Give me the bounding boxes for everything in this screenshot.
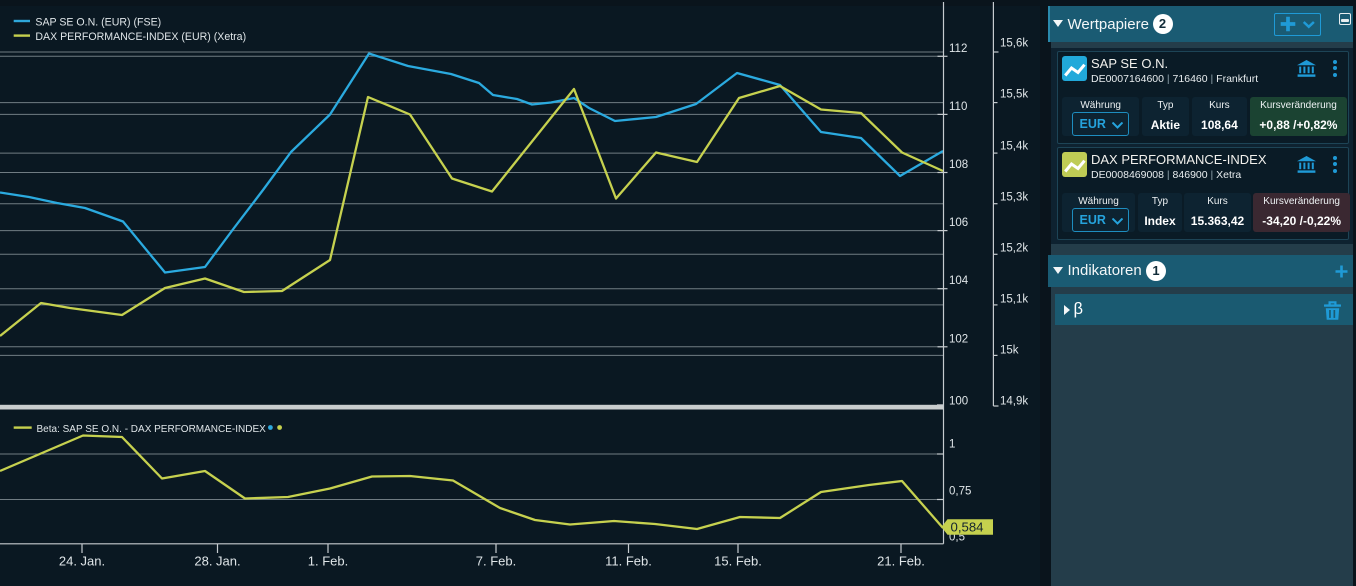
- svg-text:104: 104: [949, 275, 969, 287]
- svg-text:100: 100: [949, 395, 968, 407]
- svg-text:15. Feb.: 15. Feb.: [714, 554, 762, 569]
- svg-text:DAX PERFORMANCE-INDEX (EUR) (X: DAX PERFORMANCE-INDEX (EUR) (Xetra): [35, 31, 246, 43]
- svg-text:15,6k: 15,6k: [1000, 38, 1028, 50]
- svg-text:15,2k: 15,2k: [1000, 243, 1028, 255]
- svg-text:15,4k: 15,4k: [1000, 141, 1028, 153]
- svg-text:21. Feb.: 21. Feb.: [877, 554, 925, 569]
- svg-text:106: 106: [949, 217, 968, 229]
- svg-text:28. Jan.: 28. Jan.: [194, 554, 240, 569]
- svg-text:110: 110: [949, 101, 967, 113]
- svg-text:15,3k: 15,3k: [1000, 192, 1028, 204]
- svg-text:15k: 15k: [1000, 345, 1019, 357]
- svg-text:1. Feb.: 1. Feb.: [308, 554, 348, 569]
- svg-text:1: 1: [949, 439, 955, 451]
- svg-text:102: 102: [949, 333, 968, 345]
- svg-text:7. Feb.: 7. Feb.: [476, 554, 516, 569]
- svg-text:24. Jan.: 24. Jan.: [59, 554, 105, 569]
- svg-text:0,75: 0,75: [949, 486, 971, 498]
- svg-text:108: 108: [949, 159, 968, 171]
- svg-text:0,584: 0,584: [951, 519, 984, 534]
- svg-text:112: 112: [949, 43, 967, 55]
- svg-text:14,9k: 14,9k: [1000, 396, 1028, 408]
- svg-text:15,5k: 15,5k: [1000, 89, 1028, 101]
- svg-text:SAP SE O.N. (EUR) (FSE): SAP SE O.N. (EUR) (FSE): [35, 17, 161, 29]
- svg-text:Beta: SAP SE O.N. - DAX PERFOR: Beta: SAP SE O.N. - DAX PERFORMANCE-INDE…: [37, 424, 267, 435]
- svg-text:15,1k: 15,1k: [1000, 294, 1028, 306]
- svg-text:11. Feb.: 11. Feb.: [605, 554, 652, 569]
